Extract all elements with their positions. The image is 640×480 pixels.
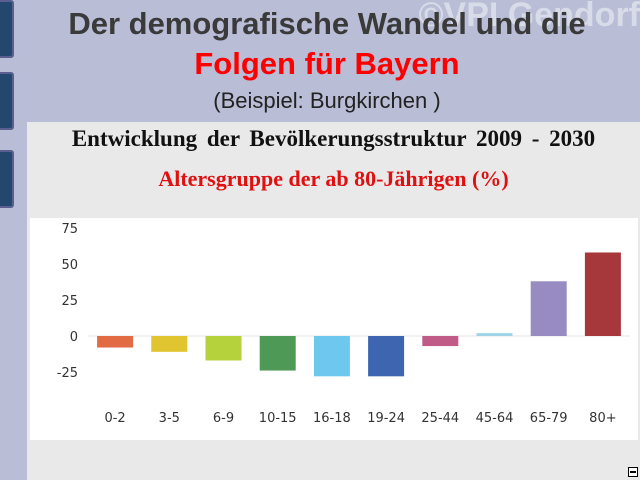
plot-area: 75 50 25 0 -25 0-2 3-5 6-9 10-15 16-18 19-24 25-44 4… xyxy=(30,218,638,440)
slide-title-line-1: Der demografische Wandel und die xyxy=(68,6,586,41)
x-tick-label: 16-18 xyxy=(313,411,351,426)
bar-3-5 xyxy=(151,336,188,352)
slide-title-line-3: (Beispiel: Burgkirchen ) xyxy=(213,88,441,113)
slide-title-line-2: Folgen für Bayern xyxy=(194,46,460,81)
x-tick-label: 45-64 xyxy=(476,411,514,426)
slide-menu-icon[interactable] xyxy=(628,467,638,477)
bar-6-9 xyxy=(205,336,242,361)
x-tick-label: 0-2 xyxy=(104,411,125,426)
x-tick-label: 80+ xyxy=(589,411,616,426)
y-tick-label: 50 xyxy=(61,258,78,273)
x-tick-label: 25-44 xyxy=(421,411,459,426)
y-tick-label: 0 xyxy=(70,330,78,345)
watermark: ©VPI Gendorf xyxy=(418,0,640,34)
y-tick-label: 25 xyxy=(61,294,78,309)
x-tick-label: 10-15 xyxy=(259,411,297,426)
bar-chart: 75 50 25 0 -25 0-2 3-5 6-9 10-15 16-18 19-24 25-44 4… xyxy=(57,222,630,426)
bar-0-2 xyxy=(97,336,134,348)
x-tick-label: 6-9 xyxy=(213,411,234,426)
left-tab-1 xyxy=(0,0,14,58)
bar-45-64 xyxy=(476,333,513,336)
chart-title: Entwicklung der Bevölkerungsstruktur 200… xyxy=(71,126,596,151)
left-tab-2 xyxy=(0,72,14,130)
y-tick-label: 75 xyxy=(61,222,78,237)
x-tick-label: 65-79 xyxy=(530,411,568,426)
bar-65-79 xyxy=(530,281,567,336)
bar-80+ xyxy=(584,252,621,336)
y-tick-label: -25 xyxy=(57,366,78,381)
x-tick-label: 19-24 xyxy=(367,411,405,426)
chart-subtitle: Altersgruppe der ab 80-Jährigen (%) xyxy=(158,166,509,191)
left-tab-3 xyxy=(0,150,14,208)
bar-16-18 xyxy=(313,336,350,377)
x-tick-label: 3-5 xyxy=(159,411,180,426)
bar-25-44 xyxy=(422,336,459,347)
bar-10-15 xyxy=(259,336,296,371)
bar-19-24 xyxy=(368,336,405,377)
